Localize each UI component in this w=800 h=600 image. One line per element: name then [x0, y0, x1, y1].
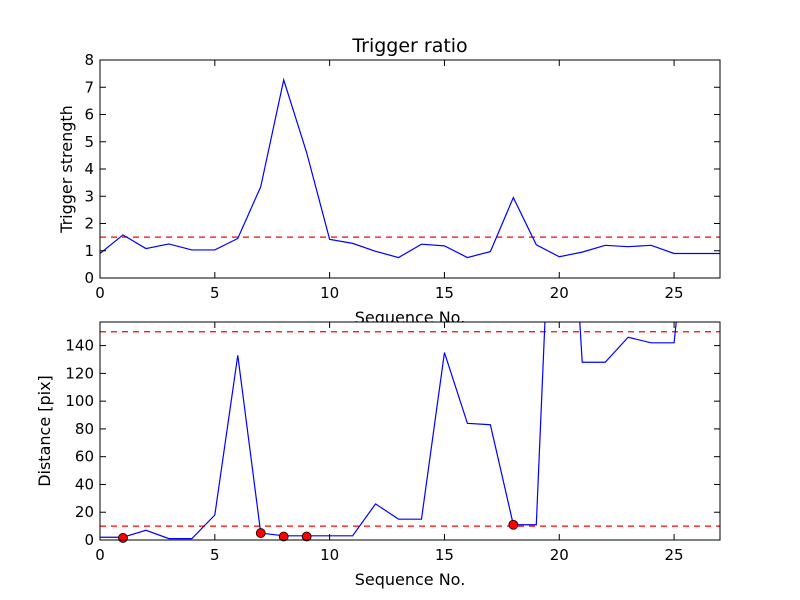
y-tick-label: 0 [84, 269, 94, 287]
bottom-plot-frame [99, 321, 721, 541]
data-point-marker [278, 531, 289, 542]
y-tick-label: 0 [84, 531, 94, 549]
y-tick-label: 80 [75, 420, 94, 438]
y-tick-label: 6 [84, 106, 94, 124]
y-tick-label: 20 [75, 503, 94, 521]
x-tick-label: 5 [210, 284, 220, 302]
x-tick-label: 15 [435, 546, 454, 564]
x-tick-label: 25 [665, 284, 684, 302]
data-point-marker [301, 531, 312, 542]
bottom-plot-background [100, 322, 720, 540]
x-tick-label: 20 [550, 546, 569, 564]
bottom-x-ticks: 0 5 10 15 20 25 [95, 322, 684, 564]
y-tick-label: 5 [84, 133, 94, 151]
bottom-subplot: 0 5 10 15 20 25 0 20 40 60 80 100 120 140 Sequence N… [35, 321, 721, 589]
x-tick-label: 5 [210, 546, 220, 564]
top-x-ticks: 0 5 10 15 20 25 [95, 60, 684, 302]
chart-title: Trigger ratio [351, 35, 467, 57]
x-tick-label: 0 [95, 546, 105, 564]
x-tick-label: 25 [665, 546, 684, 564]
data-point-marker [118, 533, 128, 543]
y-tick-label: 2 [84, 215, 94, 233]
y-tick-label: 140 [65, 337, 94, 355]
y-tick-label: 120 [65, 364, 94, 382]
x-tick-label: 10 [320, 546, 339, 564]
series-line [100, 77, 720, 259]
bottom-markers [118, 519, 519, 543]
bottom-y-axis-label: Distance [pix] [35, 375, 54, 487]
x-tick-label: 0 [95, 284, 105, 302]
x-tick-label: 15 [435, 284, 454, 302]
bottom-series [100, 322, 677, 540]
data-point-marker [508, 519, 519, 530]
y-tick-label: 7 [84, 78, 94, 96]
x-tick-label: 10 [320, 284, 339, 302]
y-tick-label: 3 [84, 187, 94, 205]
top-series [100, 77, 720, 259]
x-tick-label: 20 [550, 284, 569, 302]
y-tick-label: 4 [84, 160, 94, 178]
series-line [100, 322, 677, 540]
top-y-axis-label: Trigger strength [57, 105, 76, 234]
y-tick-label: 8 [84, 51, 94, 69]
top-plot-frame [99, 59, 721, 279]
y-tick-label: 1 [84, 242, 94, 260]
y-tick-label: 40 [75, 475, 94, 493]
top-y-ticks: 0 1 2 3 4 5 6 7 8 [84, 51, 720, 287]
bottom-x-axis-label: Sequence No. [355, 570, 466, 589]
y-tick-label: 100 [65, 392, 94, 410]
bottom-y-ticks: 0 20 40 60 80 100 120 140 [65, 337, 720, 549]
data-point-marker [255, 528, 266, 538]
y-tick-label: 60 [75, 448, 94, 466]
